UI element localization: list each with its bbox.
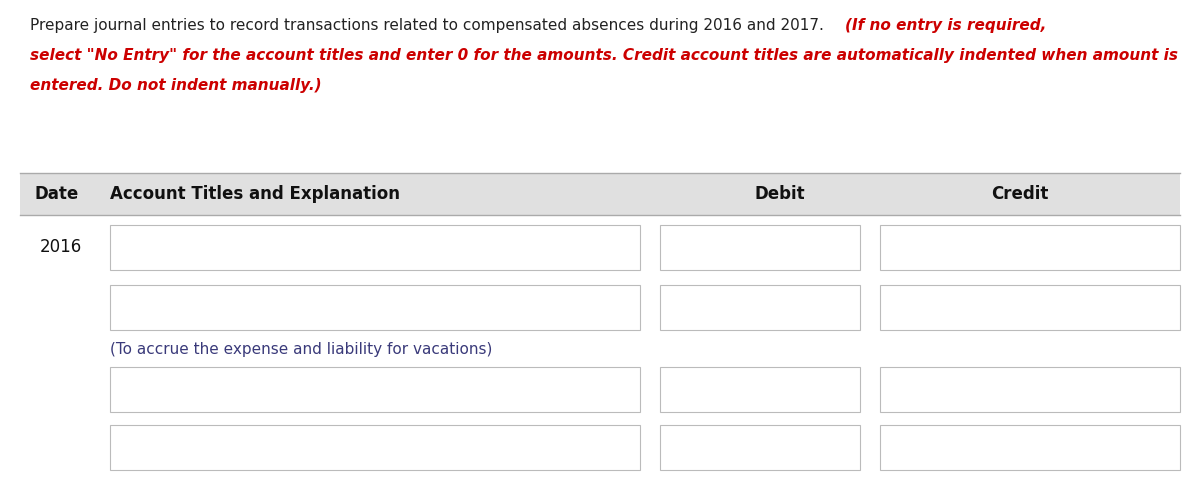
Bar <box>660 367 860 412</box>
Text: (If no entry is required,: (If no entry is required, <box>845 18 1046 33</box>
Text: Debit: Debit <box>755 185 805 203</box>
Bar <box>880 425 1180 470</box>
Text: Account Titles and Explanation: Account Titles and Explanation <box>110 185 400 203</box>
Bar <box>660 425 860 470</box>
Text: 2016: 2016 <box>40 239 83 256</box>
Bar <box>880 285 1180 330</box>
Bar <box>110 367 640 412</box>
Bar <box>660 225 860 270</box>
Bar <box>880 225 1180 270</box>
Bar <box>880 367 1180 412</box>
Bar <box>20 173 1180 215</box>
Text: Prepare journal entries to record transactions related to compensated absences d: Prepare journal entries to record transa… <box>30 18 829 33</box>
Text: Credit: Credit <box>991 185 1049 203</box>
Text: select "No Entry" for the account titles and enter 0 for the amounts. Credit acc: select "No Entry" for the account titles… <box>30 48 1178 63</box>
Text: Date: Date <box>35 185 79 203</box>
Text: entered. Do not indent manually.): entered. Do not indent manually.) <box>30 78 322 93</box>
Bar <box>660 285 860 330</box>
Text: (To accrue the expense and liability for vacations): (To accrue the expense and liability for… <box>110 342 492 357</box>
Bar <box>110 285 640 330</box>
Bar <box>110 425 640 470</box>
Bar <box>110 225 640 270</box>
